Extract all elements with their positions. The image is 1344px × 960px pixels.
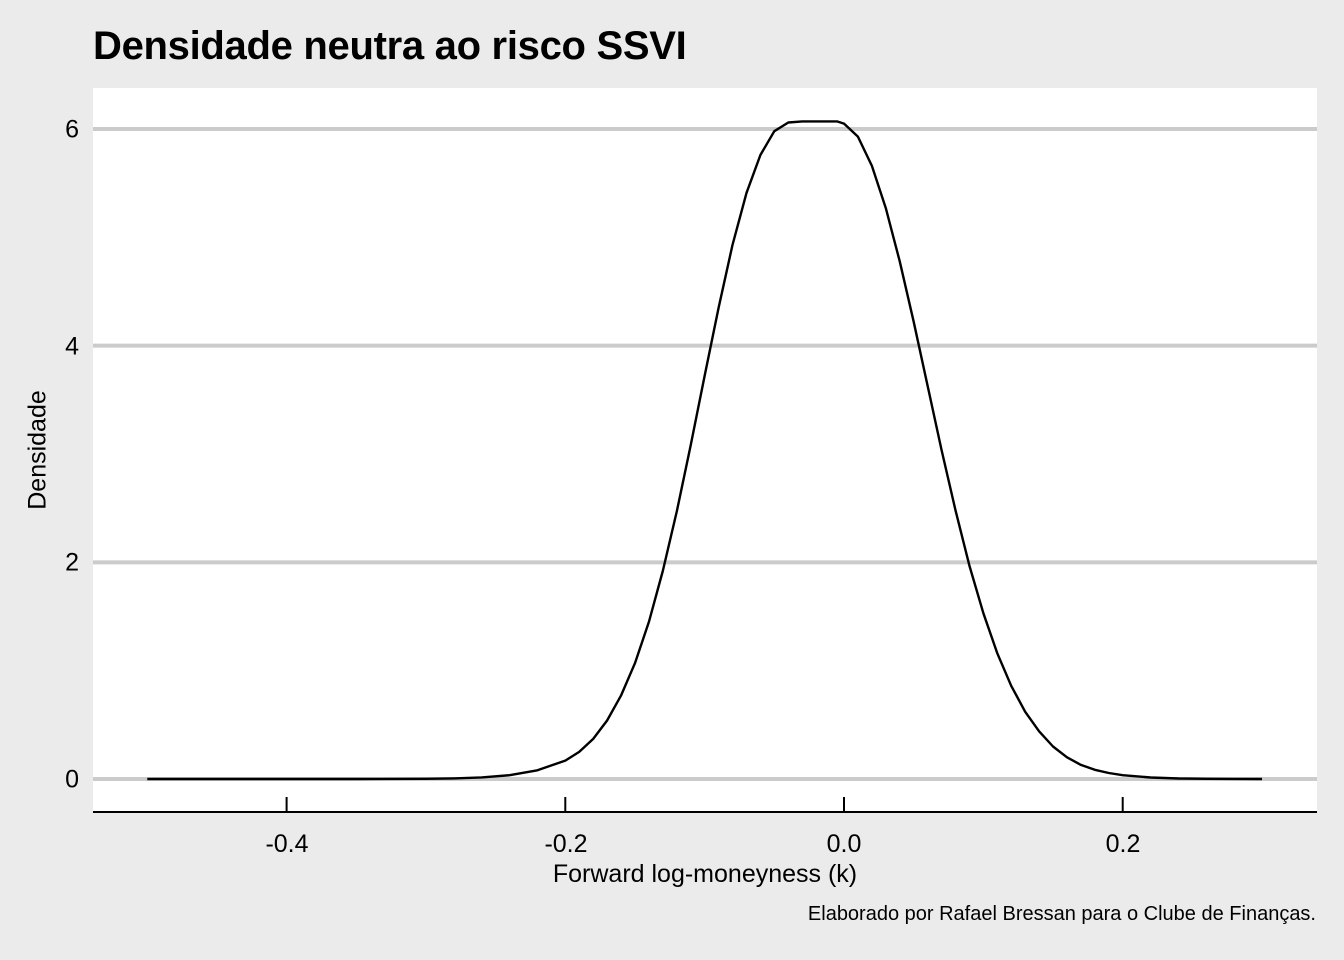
x-tick-label-neg0.2: -0.2: [544, 830, 588, 858]
y-axis-label: Densidade: [23, 390, 52, 510]
x-tick-label-0.0: 0.0: [826, 830, 862, 858]
plot-panel: [93, 88, 1317, 812]
y-tick-label-2: 2: [65, 548, 79, 577]
chart-caption: Elaborado por Rafael Bressan para o Club…: [807, 903, 1316, 925]
y-tick-label-0: 0: [65, 765, 79, 794]
x-tick-label-0.2: 0.2: [1105, 830, 1141, 858]
x-axis-label: Forward log-moneyness (k): [552, 860, 858, 888]
density-curve: [147, 120, 1263, 781]
x-axis-ticks: [285, 797, 1124, 812]
y-tick-label-6: 6: [65, 115, 79, 144]
y-gridlines: [93, 127, 1317, 781]
y-tick-label-4: 4: [65, 332, 79, 361]
chart-title: Densidade neutra ao risco SSVI: [93, 24, 687, 68]
x-tick-label-neg0.4: -0.4: [265, 830, 309, 858]
